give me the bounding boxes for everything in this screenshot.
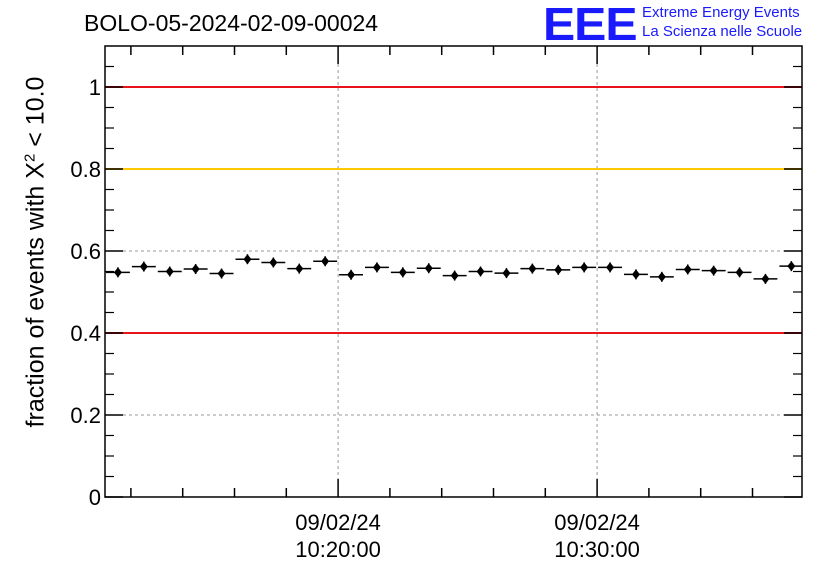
y-tick-label: 0.2 bbox=[70, 403, 101, 428]
data-point bbox=[347, 269, 356, 280]
data-point bbox=[528, 263, 537, 274]
data-point bbox=[139, 261, 148, 272]
data-point bbox=[683, 264, 692, 275]
y-tick-label: 0.4 bbox=[70, 321, 101, 346]
data-point bbox=[502, 268, 511, 279]
data-point bbox=[657, 271, 666, 282]
logo-line-2: La Scienza nelle Scuole bbox=[642, 23, 803, 40]
y-tick-label: 1 bbox=[89, 75, 101, 100]
data-point bbox=[787, 261, 796, 272]
y-tick-label: 0 bbox=[89, 485, 101, 510]
data-point bbox=[761, 273, 770, 284]
x-tick-label-date: 09/02/24 bbox=[554, 510, 640, 535]
data-point bbox=[372, 262, 381, 273]
data-point bbox=[580, 262, 589, 273]
data-point bbox=[476, 266, 485, 277]
x-tick-label-time: 10:20:00 bbox=[295, 537, 381, 562]
plot-frame bbox=[104, 45, 803, 498]
data-point bbox=[295, 263, 304, 274]
logo-line-1: Extreme Energy Events bbox=[642, 4, 800, 21]
x-tick-label-date: 09/02/24 bbox=[295, 510, 381, 535]
data-point bbox=[321, 256, 330, 267]
data-point bbox=[631, 269, 640, 280]
eee-logo: EEE Extreme Energy Events La Scienza nel… bbox=[543, 0, 802, 50]
chart-title: BOLO-05-2024-02-09-00024 bbox=[84, 10, 379, 36]
data-point bbox=[217, 268, 226, 279]
data-point bbox=[606, 262, 615, 273]
data-point bbox=[113, 267, 122, 278]
x-tick-label-time: 10:30:00 bbox=[554, 537, 640, 562]
data-point bbox=[424, 263, 433, 274]
y-tick-label: 0.8 bbox=[70, 157, 101, 182]
data-point bbox=[709, 265, 718, 276]
data-point bbox=[450, 270, 459, 281]
data-point bbox=[165, 266, 174, 277]
data-point bbox=[269, 257, 278, 268]
data-point bbox=[191, 264, 200, 275]
data-point bbox=[398, 267, 407, 278]
data-point bbox=[735, 267, 744, 278]
data-point bbox=[243, 254, 252, 265]
data-point bbox=[554, 264, 563, 275]
y-tick-label: 0.6 bbox=[70, 239, 101, 264]
eee-logo-text: Extreme Energy Events La Scienza nelle S… bbox=[642, 3, 802, 41]
eee-logo-mark: EEE bbox=[543, 0, 638, 50]
